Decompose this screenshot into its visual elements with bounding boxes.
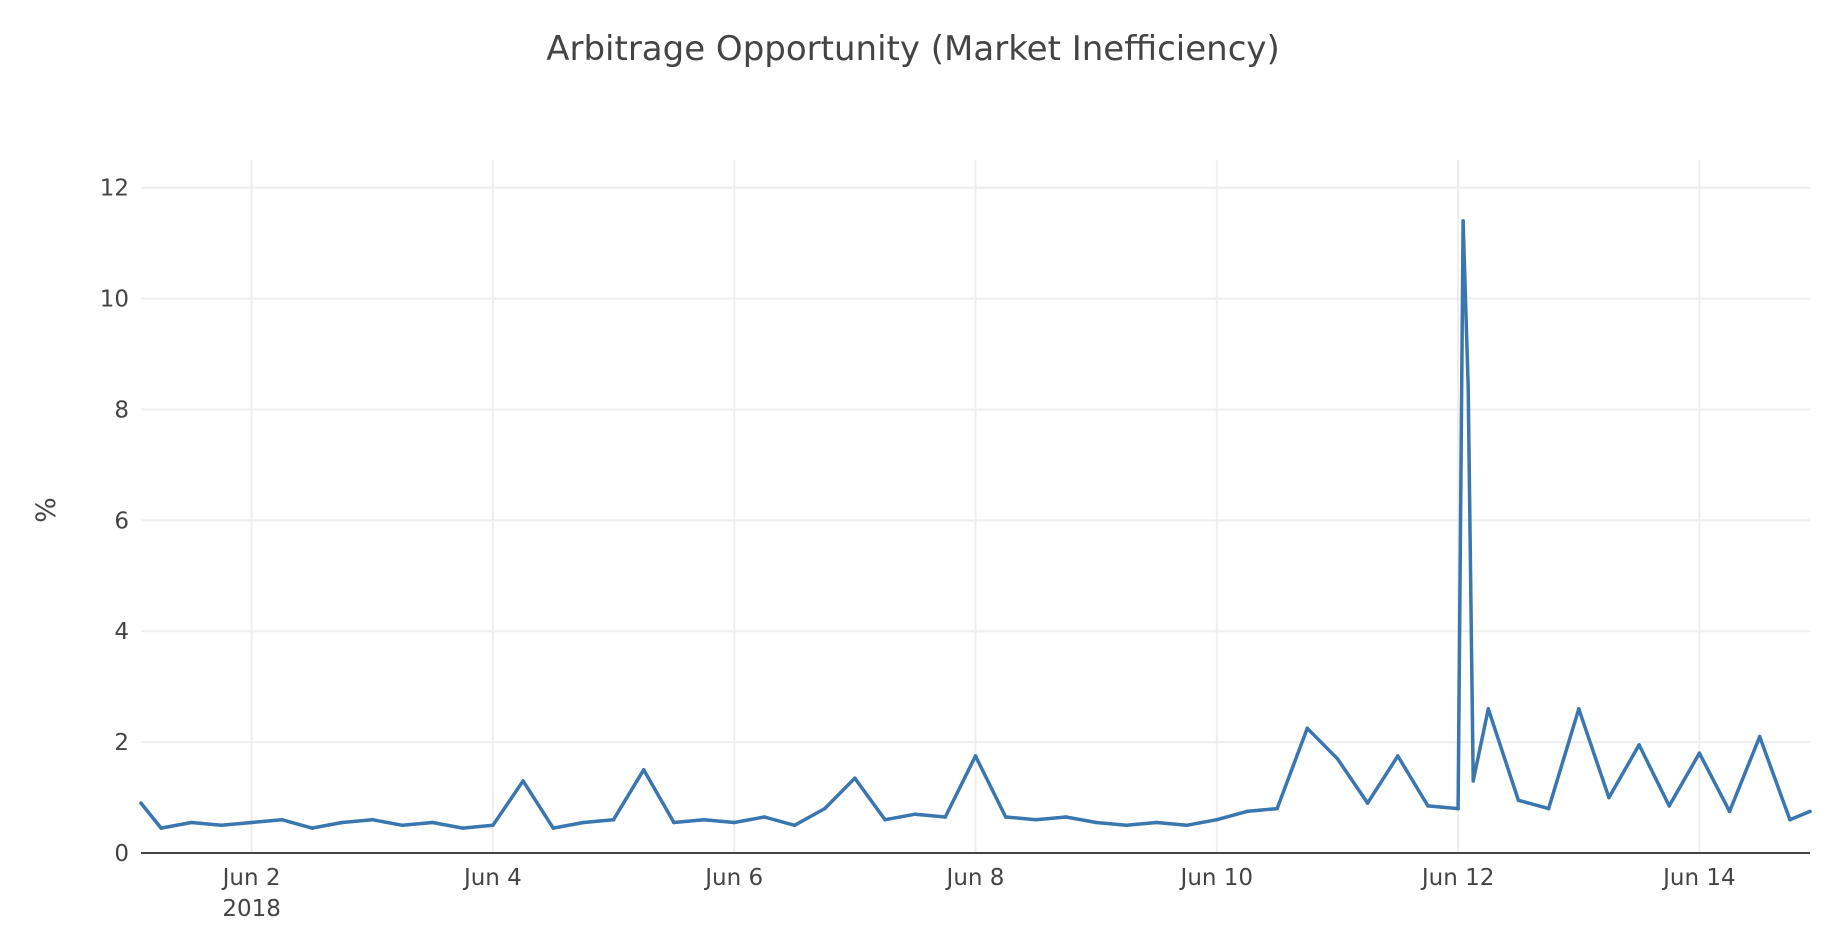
data-point bbox=[1003, 815, 1008, 819]
y-tick-label: 2 bbox=[114, 730, 129, 756]
data-point bbox=[732, 820, 736, 825]
data-point bbox=[1094, 820, 1098, 825]
data-point bbox=[853, 776, 857, 780]
y-tick-label: 0 bbox=[114, 841, 129, 867]
data-point bbox=[792, 823, 797, 828]
y-tick-label: 4 bbox=[114, 619, 129, 645]
data-point bbox=[1154, 820, 1159, 825]
y-tick-label: 10 bbox=[100, 287, 129, 313]
gridlines bbox=[141, 160, 1810, 853]
data-point bbox=[1757, 734, 1762, 739]
data-point bbox=[762, 815, 767, 819]
data-point bbox=[883, 817, 887, 822]
data-point bbox=[672, 820, 676, 825]
data-point bbox=[521, 779, 525, 783]
data-point bbox=[1637, 743, 1641, 747]
x-tick-label: Jun 4 bbox=[462, 865, 522, 891]
data-point bbox=[1471, 779, 1475, 783]
series-line bbox=[139, 219, 1811, 830]
data-point bbox=[1607, 795, 1611, 800]
series-layer bbox=[139, 219, 1812, 830]
data-point bbox=[1667, 804, 1672, 808]
data-point bbox=[249, 820, 254, 825]
data-point bbox=[1245, 809, 1249, 814]
data-point bbox=[340, 820, 344, 825]
data-point bbox=[973, 754, 978, 758]
x-axis-ticks: Jun 2 2018 Jun 4 Jun 6 Jun 8 Jun 10 Jun 12 Jun … bbox=[221, 865, 1736, 922]
chart-title: Arbitrage Opportunity (Market Inefficien… bbox=[546, 29, 1280, 69]
data-point bbox=[913, 812, 917, 816]
data-point bbox=[581, 820, 586, 825]
x-tick-label: Jun 12 bbox=[1420, 865, 1495, 891]
x-tick-year-label: 2018 bbox=[222, 896, 281, 922]
data-point bbox=[1697, 751, 1702, 756]
data-point bbox=[219, 823, 224, 828]
x-tick-label: Jun 14 bbox=[1661, 865, 1736, 891]
y-axis-title: % bbox=[31, 497, 62, 523]
data-point bbox=[611, 817, 616, 822]
data-point bbox=[1461, 219, 1465, 223]
data-point bbox=[1124, 823, 1129, 828]
data-point bbox=[551, 826, 556, 830]
y-tick-label: 6 bbox=[114, 508, 129, 534]
data-point bbox=[1305, 726, 1310, 731]
data-point bbox=[139, 801, 143, 805]
data-point bbox=[189, 820, 194, 825]
data-point bbox=[1788, 817, 1792, 822]
data-point bbox=[1516, 798, 1521, 803]
data-point bbox=[1064, 815, 1068, 819]
data-point bbox=[1808, 809, 1812, 814]
data-point bbox=[822, 806, 827, 811]
data-point bbox=[641, 768, 646, 772]
data-point bbox=[1184, 823, 1189, 828]
x-tick-label: Jun 2 bbox=[221, 865, 281, 891]
data-point bbox=[310, 826, 314, 830]
data-point bbox=[1546, 806, 1551, 811]
data-point bbox=[1456, 806, 1460, 811]
data-point bbox=[1275, 806, 1279, 811]
data-point bbox=[460, 826, 465, 830]
data-point bbox=[430, 820, 435, 825]
data-point bbox=[1466, 385, 1470, 390]
data-point bbox=[1034, 817, 1038, 822]
y-axis-ticks: 0 2 4 6 8 10 12 bbox=[100, 176, 129, 867]
data-point bbox=[1426, 804, 1430, 808]
data-point bbox=[1727, 809, 1732, 814]
x-tick-label: Jun 10 bbox=[1179, 865, 1254, 891]
x-tick-label: Jun 8 bbox=[945, 865, 1005, 891]
data-point bbox=[1395, 754, 1400, 758]
data-point bbox=[1486, 707, 1491, 711]
y-tick-label: 8 bbox=[114, 397, 129, 423]
data-point bbox=[279, 817, 284, 822]
data-point bbox=[1335, 756, 1340, 761]
data-point bbox=[491, 823, 495, 828]
data-point bbox=[943, 815, 948, 819]
data-point bbox=[1576, 707, 1581, 711]
data-point bbox=[370, 817, 375, 822]
data-point bbox=[702, 817, 706, 822]
data-point bbox=[1215, 817, 1219, 822]
data-point bbox=[159, 826, 163, 830]
x-tick-label: Jun 6 bbox=[703, 865, 763, 891]
data-point bbox=[400, 823, 405, 828]
y-tick-label: 12 bbox=[100, 176, 129, 202]
data-point bbox=[1365, 801, 1370, 805]
